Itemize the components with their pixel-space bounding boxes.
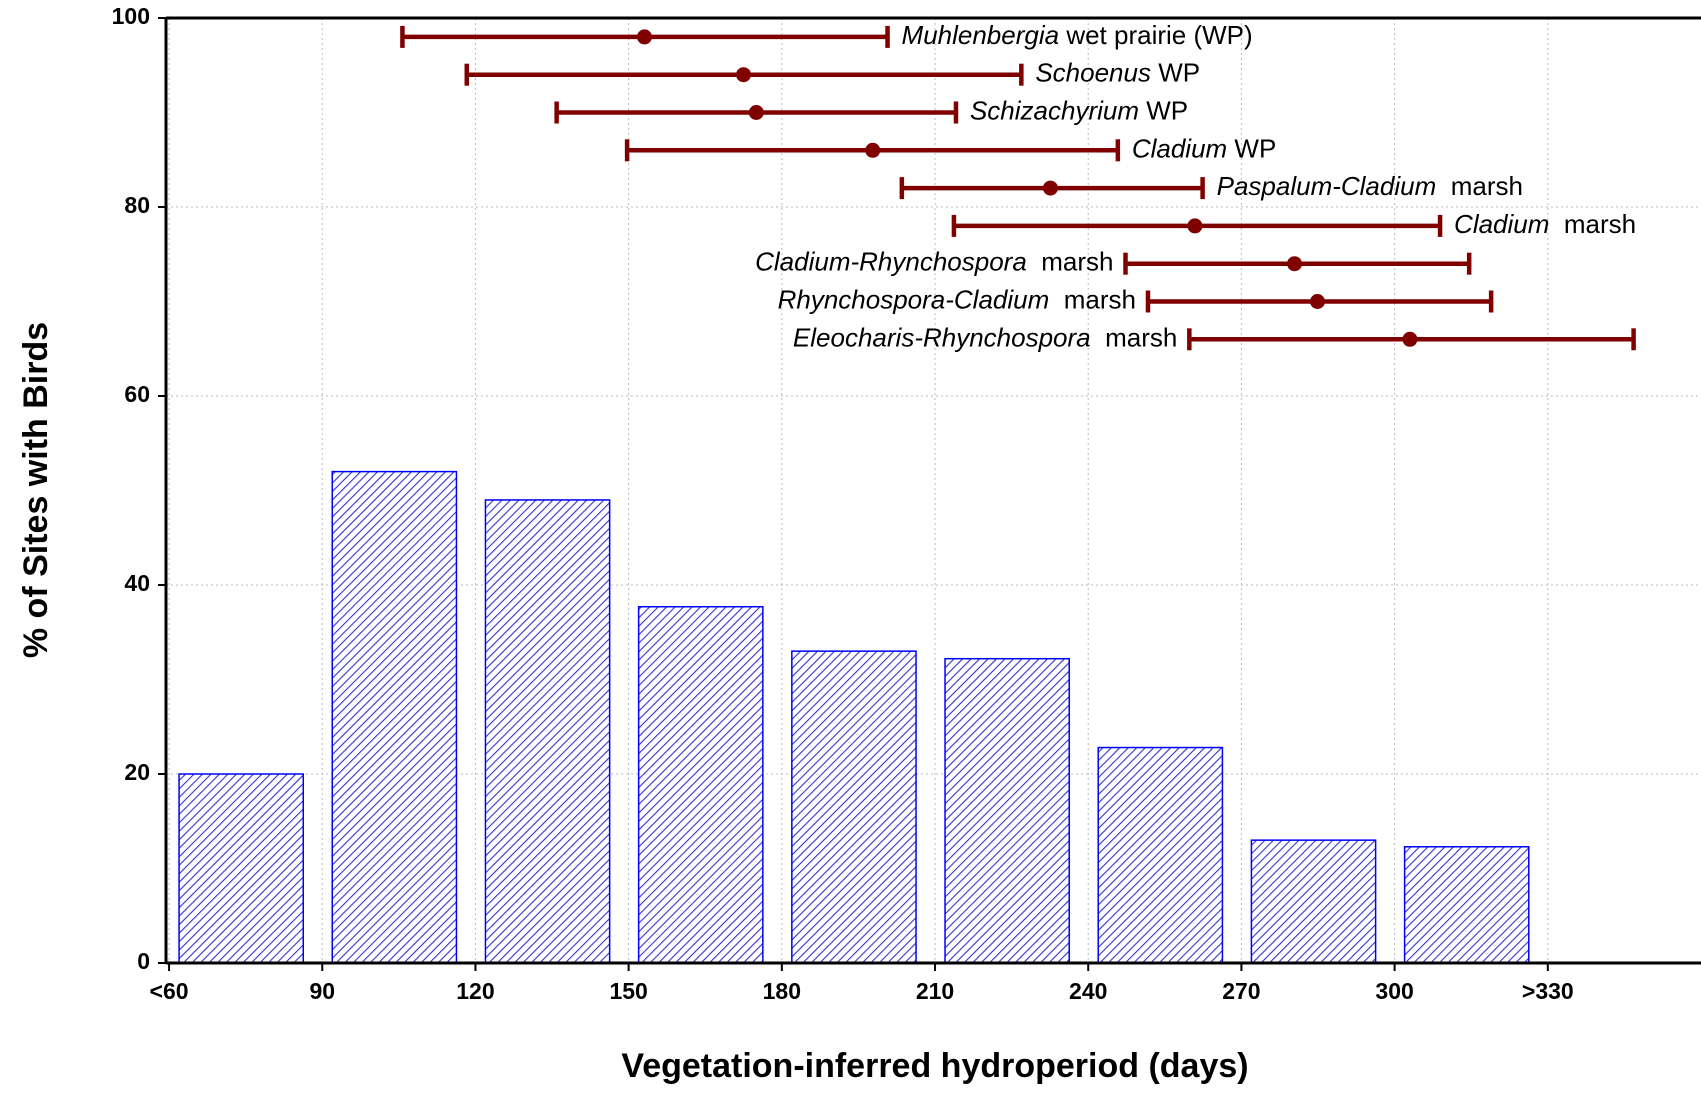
label-italic: Muhlenbergia [902,20,1060,50]
label-italic: Schizachyrium [970,95,1139,125]
range-label: Paspalum-Cladium marsh [1217,171,1523,201]
label-italic: Cladium [1454,209,1549,239]
x-tick-label: 210 [916,978,954,1004]
label-text: marsh [1436,171,1523,201]
label-text: wet prairie (WP) [1059,20,1253,50]
y-tick-label: 100 [112,3,150,29]
bar [1097,746,1224,964]
x-tick-label: <60 [150,978,189,1004]
bar [637,605,764,964]
range-mid [636,29,652,45]
x-tick-label: 300 [1375,978,1413,1004]
bar [331,470,458,964]
range-label: Rhynchospora-Cladium marsh [778,284,1136,314]
x-tick-label: >330 [1522,978,1574,1004]
label-italic: Eleocharis-Rhynchospora [793,322,1091,352]
range-mid [1402,331,1418,347]
range-mid [1287,256,1303,272]
label-text: marsh [1049,284,1136,314]
x-tick-label: 150 [609,978,647,1004]
label-italic: Cladium [1132,133,1227,163]
range-label: Cladium marsh [1454,209,1636,239]
label-text: marsh [1091,322,1178,352]
range-label: Eleocharis-Rhynchospora marsh [793,322,1177,352]
x-tick-label: 90 [309,978,335,1004]
range-label: Muhlenbergia wet prairie (WP) [902,20,1253,50]
range-mid [736,67,752,83]
y-tick-label: 60 [124,381,150,407]
y-tick-label: 40 [124,570,150,596]
range-label: Schoenus WP [1035,58,1200,88]
label-italic: Schoenus [1035,58,1151,88]
bar [1250,839,1377,964]
label-text: marsh [1549,209,1636,239]
x-axis-title: Vegetation-inferred hydroperiod (days) [621,1047,1248,1085]
label-italic: Paspalum-Cladium [1217,171,1437,201]
range-mid [748,105,764,120]
x-tick-label: 240 [1069,978,1107,1004]
y-tick-label: 20 [124,759,150,785]
bar [944,657,1070,964]
y-tick-label: 80 [124,192,150,218]
bar [791,650,917,964]
y-axis-title: % of Sites with Birds [17,322,55,658]
range-label: Schizachyrium WP [970,95,1188,125]
label-italic: Rhynchospora-Cladium [778,284,1050,314]
x-tick-label: 270 [1222,978,1260,1004]
range-mid [1187,218,1203,234]
bar [484,499,611,964]
range-mid [1042,180,1058,196]
label-italic: Cladium-Rhynchospora [755,247,1027,277]
bar [1403,846,1530,964]
label-text: WP [1227,133,1276,163]
y-tick-label: 0 [137,948,150,974]
range-mid [865,142,881,158]
label-text: WP [1139,95,1188,125]
label-text: WP [1151,58,1200,88]
bar [178,773,305,964]
range-label: Cladium WP [1132,133,1276,163]
x-tick-label: 180 [763,978,801,1004]
range-label: Cladium-Rhynchospora marsh [755,247,1113,277]
x-tick-label: 120 [456,978,494,1004]
label-text: marsh [1027,247,1114,277]
range-mid [1310,294,1326,309]
